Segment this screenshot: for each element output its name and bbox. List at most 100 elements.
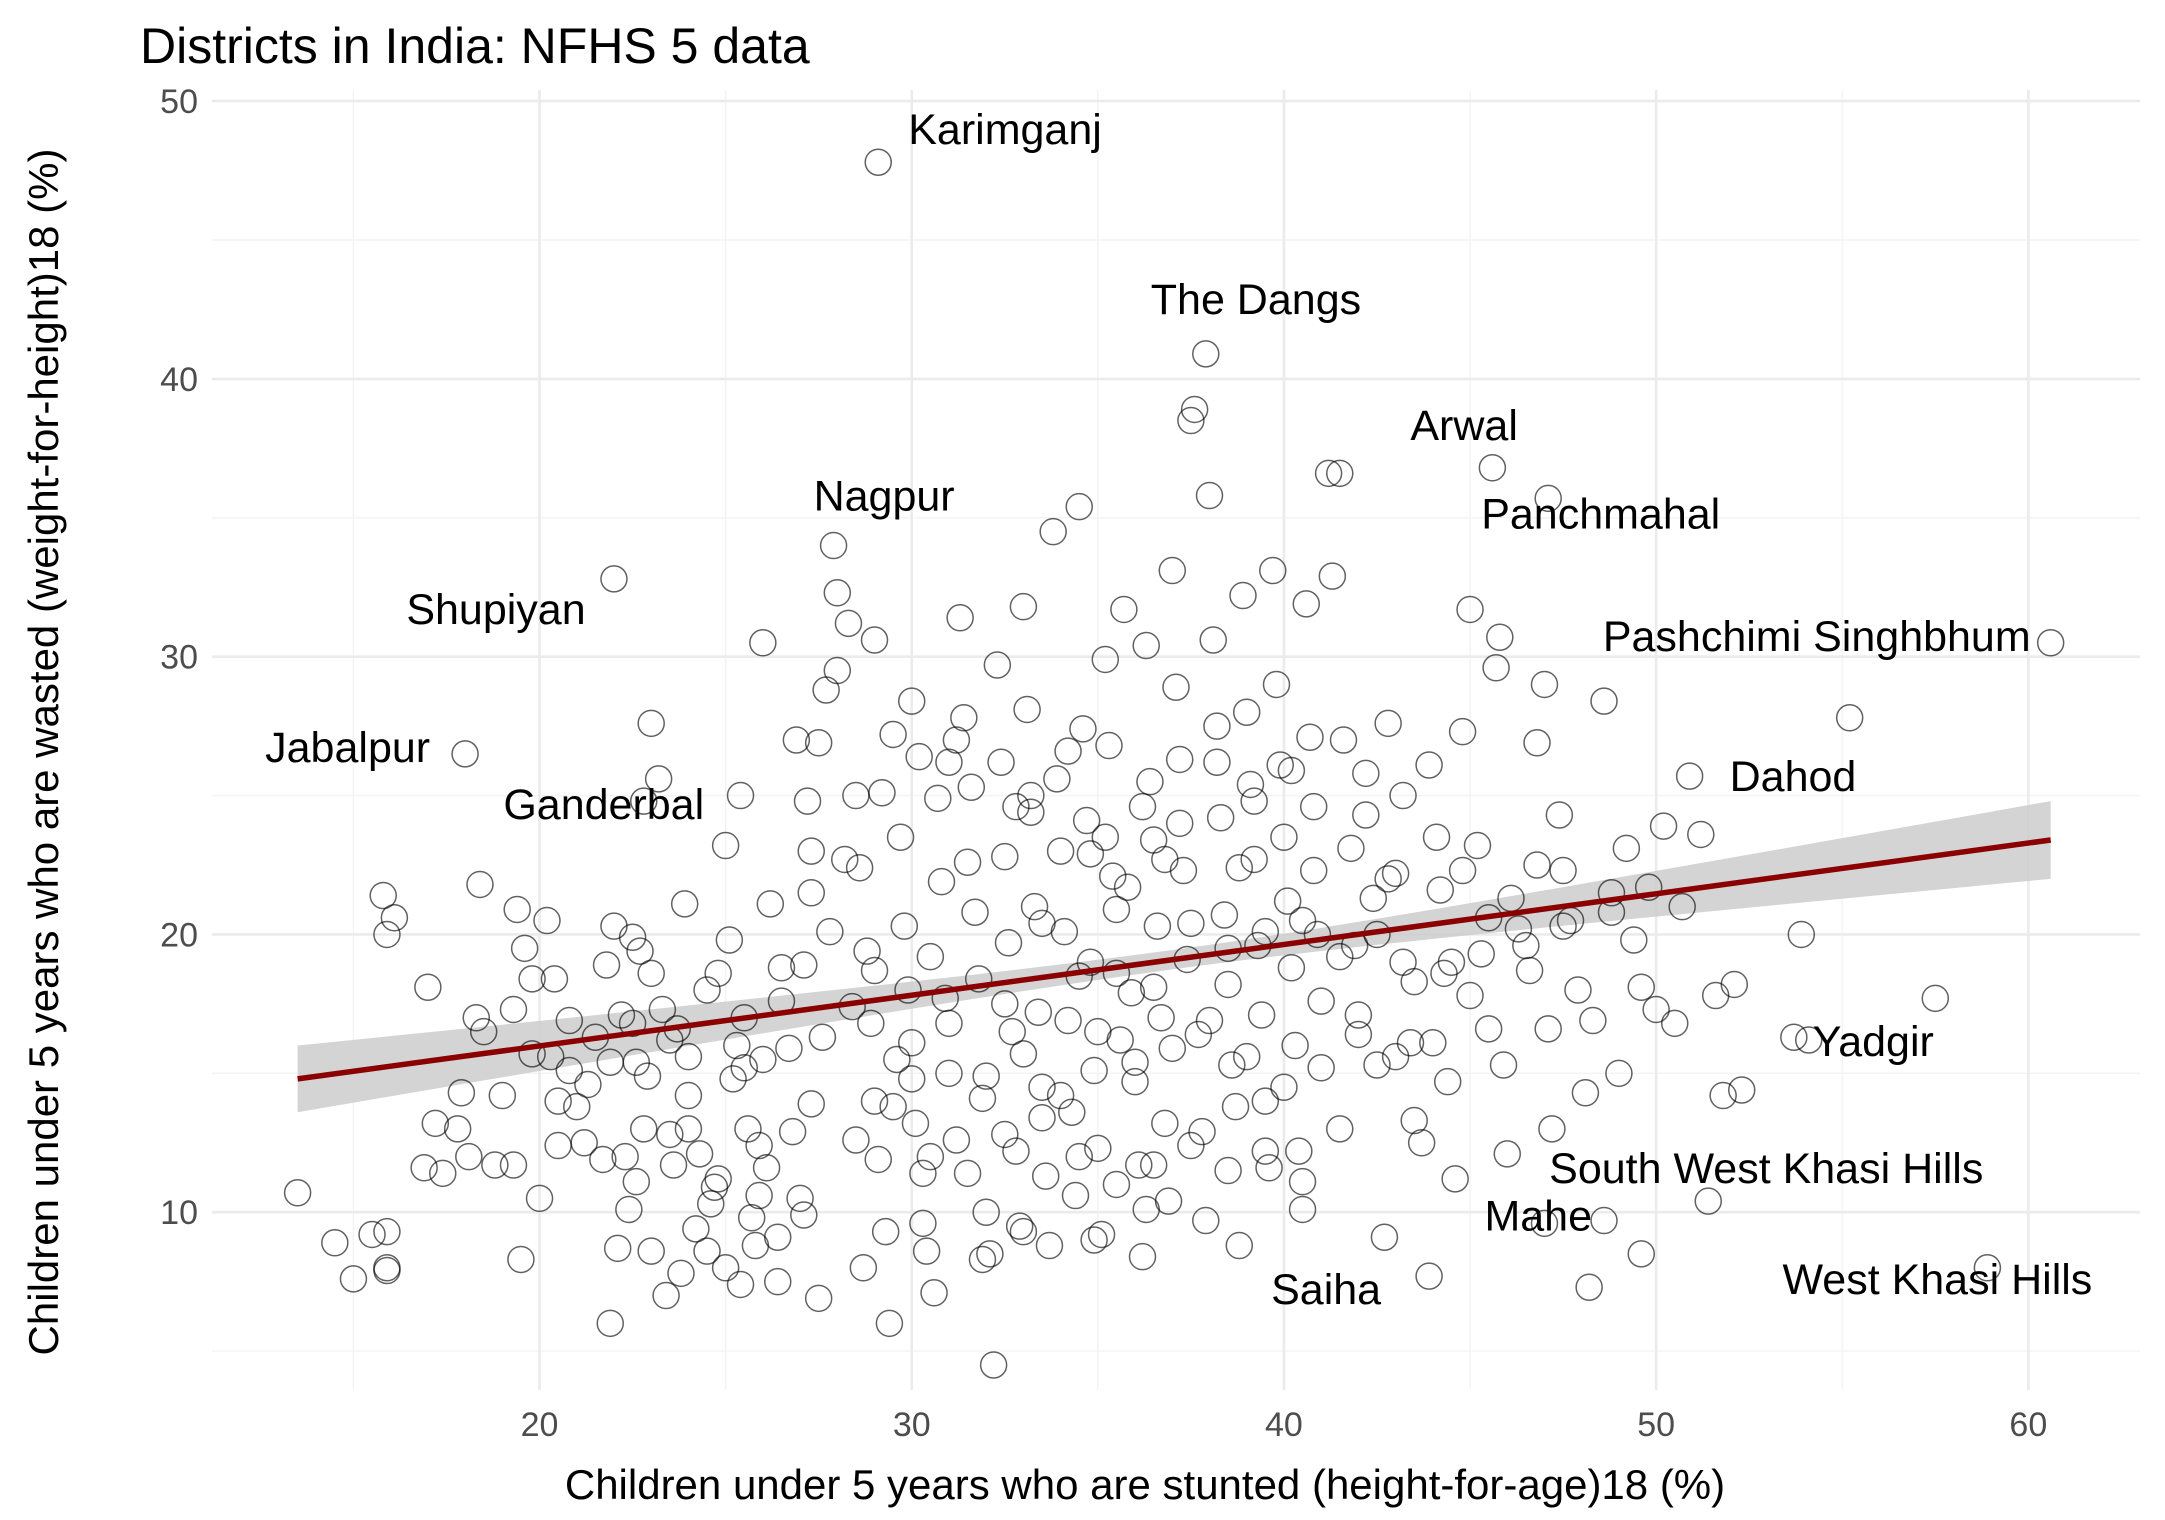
data-point — [1441, 1165, 1469, 1193]
y-tick-label: 40 — [160, 361, 198, 399]
y-axis-title: Children under 5 years who are wasted (w… — [20, 149, 67, 1356]
data-point — [782, 726, 811, 754]
data-point — [1054, 1006, 1082, 1035]
data-point — [563, 1092, 591, 1121]
data-point — [1277, 954, 1306, 982]
data-point — [1515, 956, 1544, 985]
data-point — [1158, 556, 1187, 585]
data-point — [693, 1237, 721, 1265]
data-point — [1564, 976, 1592, 1004]
data-point — [1337, 834, 1365, 863]
data-point — [321, 1229, 349, 1257]
data-point — [644, 765, 673, 793]
data-point — [373, 1254, 401, 1282]
data-point — [1612, 834, 1641, 863]
data-point — [1359, 884, 1388, 913]
data-point — [924, 784, 952, 813]
data-point — [1318, 562, 1347, 590]
data-point — [1627, 973, 1656, 1001]
data-point — [901, 1109, 930, 1138]
data-point — [968, 1245, 997, 1274]
data-point — [555, 1006, 584, 1035]
district-label: Nagpur — [814, 473, 955, 521]
data-point — [499, 1151, 528, 1179]
data-point — [373, 1217, 401, 1246]
data-point — [455, 1142, 483, 1171]
data-point — [1084, 1134, 1112, 1163]
data-point — [1214, 1156, 1242, 1185]
data-point — [1538, 1115, 1566, 1143]
data-point — [763, 1223, 792, 1251]
data-point — [879, 1092, 907, 1121]
data-point — [1013, 695, 1041, 724]
data-point — [1091, 645, 1120, 674]
data-point — [1139, 973, 1168, 1001]
data-point — [670, 890, 699, 918]
data-point — [373, 920, 401, 949]
data-point — [767, 954, 796, 982]
data-point — [1415, 751, 1443, 779]
data-point — [942, 1126, 971, 1154]
data-point — [756, 890, 785, 918]
data-point — [1084, 1017, 1112, 1046]
district-label: Mahe — [1484, 1193, 1592, 1241]
data-point — [1634, 873, 1663, 901]
data-point — [1043, 765, 1071, 793]
data-point — [1303, 920, 1332, 949]
data-point — [1482, 654, 1510, 682]
data-point — [410, 1154, 438, 1182]
data-point — [1605, 1059, 1633, 1088]
data-point — [864, 148, 892, 176]
data-point — [373, 1256, 401, 1285]
data-point — [1203, 712, 1231, 740]
data-point — [1121, 1067, 1149, 1096]
data-point — [1151, 1109, 1179, 1138]
data-point — [1139, 1151, 1168, 1179]
data-point — [823, 656, 852, 685]
data-point — [991, 1120, 1019, 1149]
data-point — [607, 1001, 636, 1029]
data-point — [886, 823, 915, 851]
data-point — [466, 870, 494, 899]
data-point — [1326, 459, 1354, 488]
data-point — [1299, 792, 1328, 821]
data-point — [1128, 1242, 1157, 1271]
data-point — [723, 1031, 751, 1060]
data-point — [1467, 940, 1495, 968]
data-point — [1374, 709, 1402, 738]
data-point — [369, 881, 397, 910]
data-point — [1597, 879, 1626, 907]
data-point — [518, 1040, 546, 1068]
data-point — [1352, 759, 1380, 788]
grid — [212, 90, 2140, 1390]
data-point — [1448, 717, 1477, 746]
data-point — [719, 1065, 747, 1093]
data-point — [763, 1267, 792, 1296]
data-point — [909, 1159, 937, 1188]
data-point — [1102, 1170, 1131, 1199]
data-point — [443, 1115, 472, 1143]
data-point — [812, 676, 840, 704]
data-point — [603, 1234, 632, 1263]
data-point — [637, 1237, 665, 1265]
district-label: Yadgir — [1813, 1018, 1934, 1066]
data-point — [1169, 856, 1198, 885]
data-point — [1076, 840, 1105, 868]
data-point — [916, 1142, 945, 1171]
data-point — [1121, 1048, 1149, 1076]
data-point — [1028, 1073, 1056, 1101]
data-point — [1720, 970, 1749, 999]
data-point — [1240, 845, 1268, 874]
data-point — [1649, 812, 1678, 840]
data-point — [518, 965, 546, 993]
data-point — [1407, 1129, 1436, 1157]
data-point — [704, 959, 732, 988]
data-point — [1229, 581, 1257, 610]
data-point — [674, 1115, 703, 1143]
data-point — [1102, 895, 1131, 924]
data-point — [682, 1215, 710, 1243]
data-point — [1489, 1051, 1518, 1079]
data-point — [1389, 781, 1417, 810]
data-point — [488, 1081, 517, 1110]
